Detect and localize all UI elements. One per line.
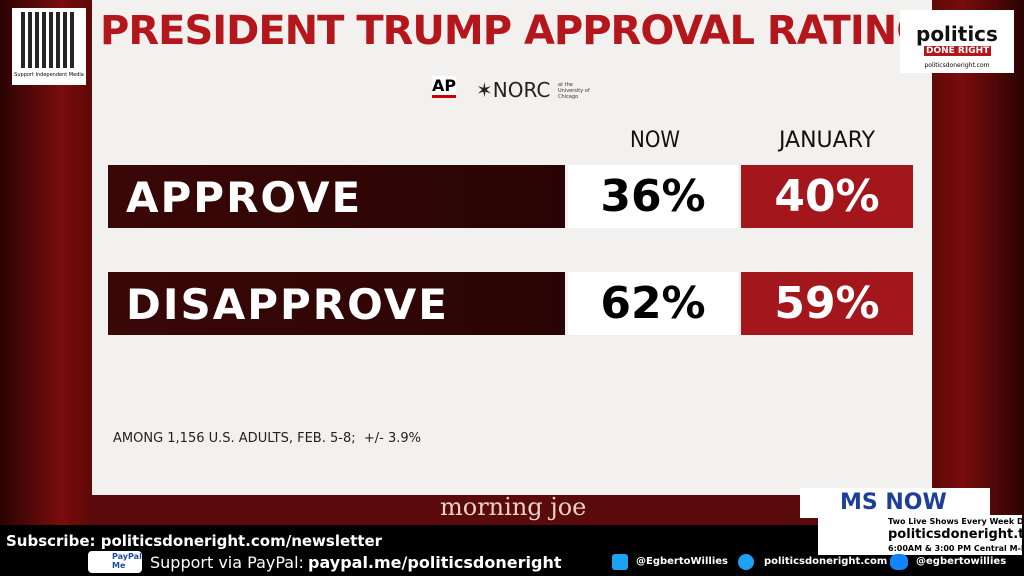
january-value: 40% xyxy=(741,165,913,228)
web-url[interactable]: politicsdoneright.com xyxy=(764,556,888,567)
paypal-badge[interactable]: PayPal Me xyxy=(88,551,142,573)
promo-times: 6:00AM & 3:00 PM Central M-F xyxy=(888,544,1024,553)
column-header: JANUARY xyxy=(778,128,876,153)
norc-sub: at the University of Chicago xyxy=(558,82,590,100)
qr-code xyxy=(21,12,77,68)
promo-line: Two Live Shows Every Week Day xyxy=(888,517,1024,526)
network: MS NOW xyxy=(840,490,947,515)
show-name: morning joe xyxy=(440,493,587,521)
logo-top: politics xyxy=(916,22,998,46)
qr-box: Support Independent Media xyxy=(12,8,86,85)
norc-logo: ✶NORC xyxy=(476,78,551,102)
subscribe: Subscribe: politicsdoneright.com/newslet… xyxy=(6,532,383,550)
stage xyxy=(0,0,1024,525)
row-label: APPROVE xyxy=(108,165,565,228)
logo-bottom: DONE RIGHT xyxy=(924,46,992,56)
promo-box: Two Live Shows Every Week Day politicsdo… xyxy=(818,515,1024,555)
now-value: 62% xyxy=(568,272,738,335)
title: PRESIDENT TRUMP APPROVAL RATING xyxy=(100,8,929,54)
network-box: MS NOW xyxy=(800,488,990,518)
row-label: DISAPPROVE xyxy=(108,272,565,335)
bluesky-handle[interactable]: @egbertowillies xyxy=(916,556,1007,567)
january-value: 59% xyxy=(741,272,913,335)
web-icon xyxy=(738,554,754,570)
now-value: 36% xyxy=(568,165,738,228)
column-header: NOW xyxy=(630,128,680,153)
ap-logo: AP xyxy=(432,76,457,98)
promo-url: politicsdoneright.tv xyxy=(888,527,1024,542)
paypal-label: Support via PayPal: xyxy=(150,553,304,572)
logo-url: politicsdoneright.com xyxy=(924,62,990,69)
paypal-url[interactable]: paypal.me/politicsdoneright xyxy=(308,553,562,572)
qr-caption: Support Independent Media xyxy=(14,72,84,78)
x-handle[interactable]: @EgbertoWillies xyxy=(636,556,728,567)
lower-strip xyxy=(90,495,935,525)
logo-box: politics DONE RIGHT politicsdoneright.co… xyxy=(900,10,1014,73)
footnote: AMONG 1,156 U.S. ADULTS, FEB. 5-8; +/- 3… xyxy=(113,431,421,446)
bluesky-icon xyxy=(890,554,908,570)
x-icon xyxy=(612,554,628,570)
